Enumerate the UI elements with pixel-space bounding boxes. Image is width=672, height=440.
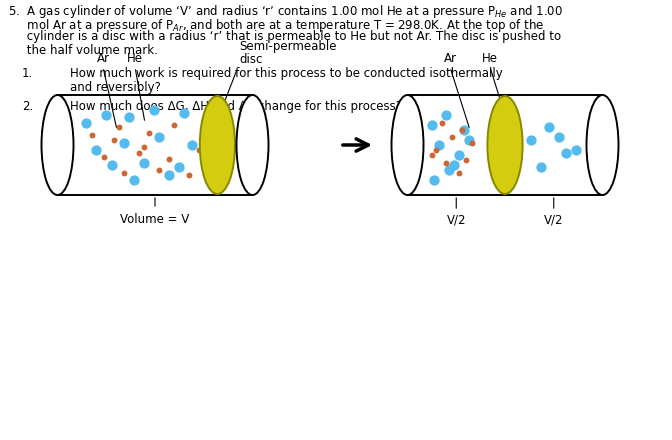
Point xyxy=(571,147,581,154)
Point xyxy=(440,159,451,166)
Text: Ar: Ar xyxy=(444,52,456,65)
Point xyxy=(526,136,536,143)
Point xyxy=(554,133,564,140)
Ellipse shape xyxy=(392,95,423,195)
Point xyxy=(536,164,546,171)
Bar xyxy=(58,95,253,195)
Point xyxy=(216,150,227,157)
Text: Semi-permeable: Semi-permeable xyxy=(239,40,337,53)
Ellipse shape xyxy=(200,96,235,194)
Point xyxy=(106,161,117,169)
Point xyxy=(433,142,444,149)
Text: the half volume mark.: the half volume mark. xyxy=(8,44,158,56)
Text: 1.: 1. xyxy=(22,67,33,80)
Point xyxy=(186,142,197,149)
Point xyxy=(426,151,437,158)
Point xyxy=(183,172,194,179)
Point xyxy=(143,129,154,136)
Text: He: He xyxy=(482,52,498,65)
Point xyxy=(426,121,437,128)
Point xyxy=(178,110,189,117)
Point xyxy=(98,154,109,161)
Point xyxy=(173,164,184,171)
Point xyxy=(448,161,459,169)
Text: V/2: V/2 xyxy=(544,213,564,226)
Point xyxy=(460,157,471,164)
Text: He: He xyxy=(127,52,143,65)
Point xyxy=(544,124,554,131)
Point xyxy=(138,143,149,150)
Text: How much does ΔG, ΔH and ΔS change for this process?: How much does ΔG, ΔH and ΔS change for t… xyxy=(70,100,402,113)
Point xyxy=(113,124,124,131)
Point xyxy=(100,111,111,118)
Ellipse shape xyxy=(237,95,269,195)
Text: and reversibly?: and reversibly? xyxy=(70,81,161,94)
Point xyxy=(118,139,129,147)
Point xyxy=(118,169,129,176)
Point xyxy=(436,120,447,127)
Point xyxy=(463,136,474,143)
Point xyxy=(440,111,451,118)
Point xyxy=(458,126,469,133)
Point xyxy=(208,117,219,124)
Point xyxy=(453,151,464,158)
Point xyxy=(153,133,164,140)
Point xyxy=(203,157,214,164)
Point xyxy=(193,147,204,154)
Ellipse shape xyxy=(42,95,73,195)
Text: 5.  A gas cylinder of volume ‘V’ and radius ‘r’ contains 1.00 mol He at a pressu: 5. A gas cylinder of volume ‘V’ and radi… xyxy=(8,3,563,20)
Point xyxy=(560,150,571,157)
Point xyxy=(133,150,144,157)
Point xyxy=(108,136,119,143)
Point xyxy=(428,176,439,183)
Point xyxy=(168,121,179,128)
Ellipse shape xyxy=(487,96,523,194)
Text: How much work is required for this process to be conducted isothermally: How much work is required for this proce… xyxy=(70,67,503,80)
Point xyxy=(86,132,97,139)
Point xyxy=(443,166,454,173)
Point xyxy=(163,155,174,162)
Point xyxy=(466,139,477,147)
Point xyxy=(138,159,149,166)
Point xyxy=(453,169,464,176)
Point xyxy=(128,176,139,183)
Point xyxy=(80,120,91,127)
Text: disc: disc xyxy=(239,52,263,66)
Point xyxy=(430,147,441,154)
Text: Ar: Ar xyxy=(97,52,110,65)
Point xyxy=(163,172,174,179)
Point xyxy=(90,147,101,154)
Text: cylinder is a disc with a radius ‘r’ that is permeable to He but not Ar. The dis: cylinder is a disc with a radius ‘r’ tha… xyxy=(8,30,561,43)
Point xyxy=(456,126,467,133)
Text: V/2: V/2 xyxy=(446,213,466,226)
Point xyxy=(148,106,159,114)
Text: 2.: 2. xyxy=(22,100,33,113)
Point xyxy=(123,114,134,121)
Point xyxy=(446,133,457,140)
Ellipse shape xyxy=(587,95,618,195)
Bar xyxy=(407,95,603,195)
Text: Volume = V: Volume = V xyxy=(120,213,190,226)
Point xyxy=(198,133,209,140)
Text: mol Ar at a pressure of P$_{Ar}$, and both are at a temperature T = 298.0K. At t: mol Ar at a pressure of P$_{Ar}$, and bo… xyxy=(8,17,544,33)
Point xyxy=(153,166,164,173)
